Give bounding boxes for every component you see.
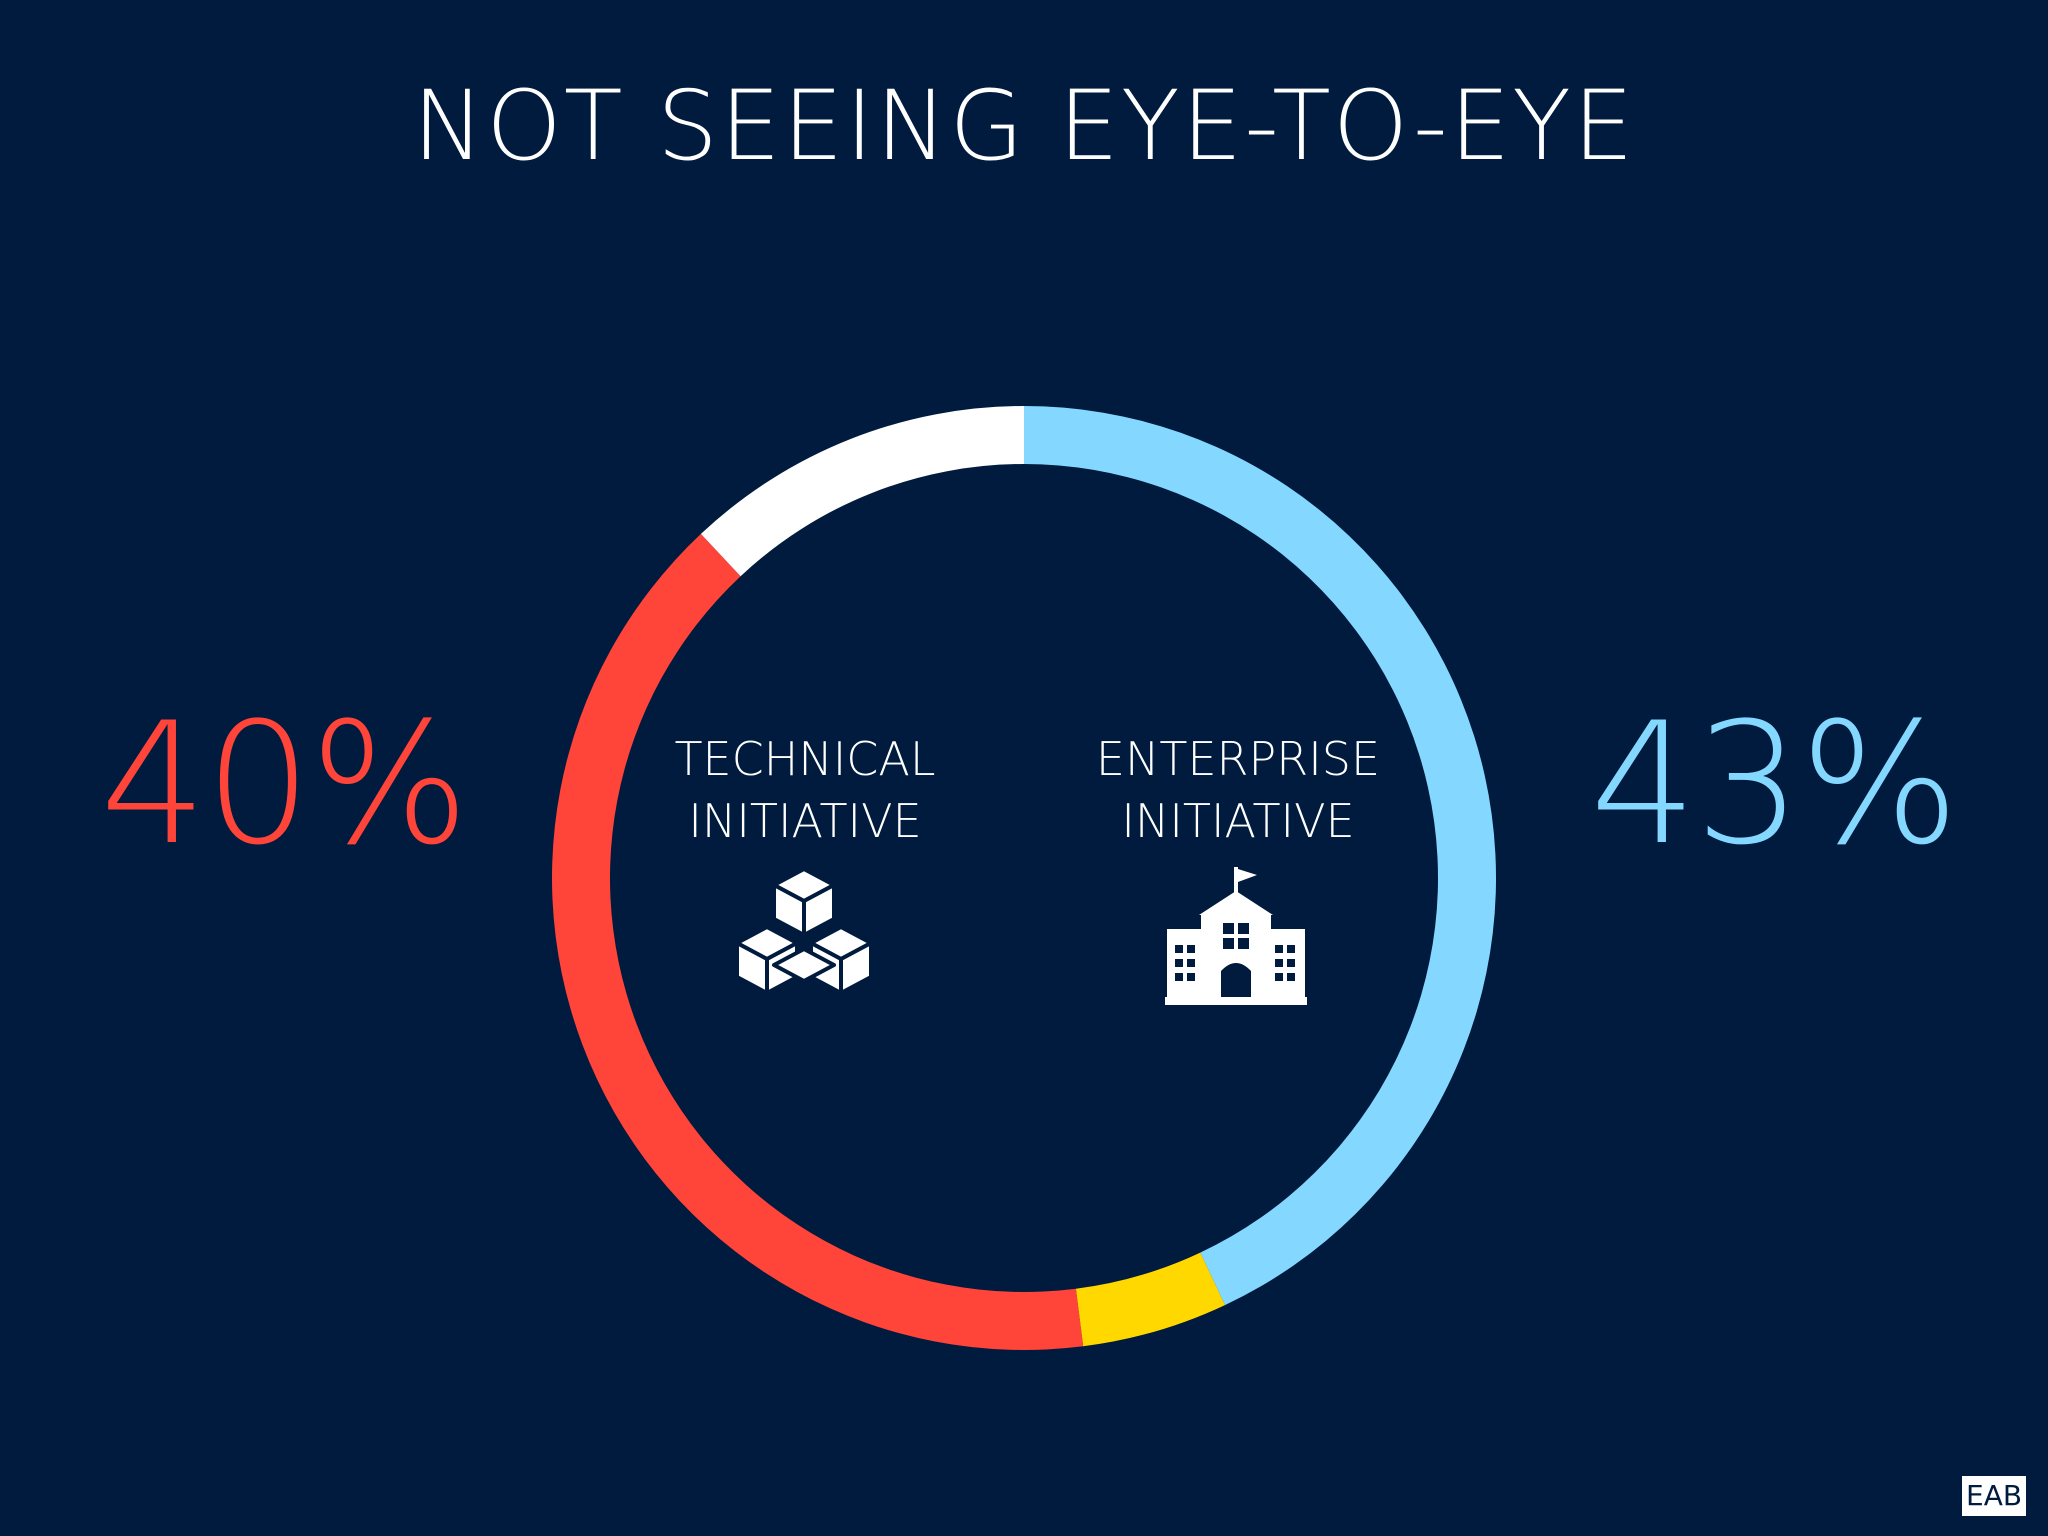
technical-initiative-label: TECHNICAL INITIATIVE bbox=[625, 728, 985, 852]
enterprise-percentage: 43% bbox=[1590, 686, 1959, 882]
donut-segments bbox=[551, 406, 1496, 1351]
school-building-icon bbox=[1165, 867, 1307, 1005]
enterprise-initiative-label: ENTERPRISE INITIATIVE bbox=[1058, 728, 1418, 852]
enterprise-label-line-2: INITIATIVE bbox=[1121, 794, 1355, 848]
cubes-icon bbox=[735, 867, 873, 995]
donut-slice-3 bbox=[551, 533, 1084, 1351]
donut-slice-2 bbox=[1075, 1252, 1225, 1347]
technical-label-line-1: TECHNICAL bbox=[674, 732, 936, 786]
page-title: NOT SEEING EYE-TO-EYE bbox=[412, 70, 1636, 182]
donut-slice-4 bbox=[700, 406, 1024, 577]
brand-logo: EAB bbox=[1962, 1476, 2027, 1516]
donut-slice-1 bbox=[1024, 406, 1496, 1306]
enterprise-label-line-1: ENTERPRISE bbox=[1095, 732, 1381, 786]
technical-percentage: 40% bbox=[100, 686, 469, 882]
technical-label-line-2: INITIATIVE bbox=[688, 794, 922, 848]
